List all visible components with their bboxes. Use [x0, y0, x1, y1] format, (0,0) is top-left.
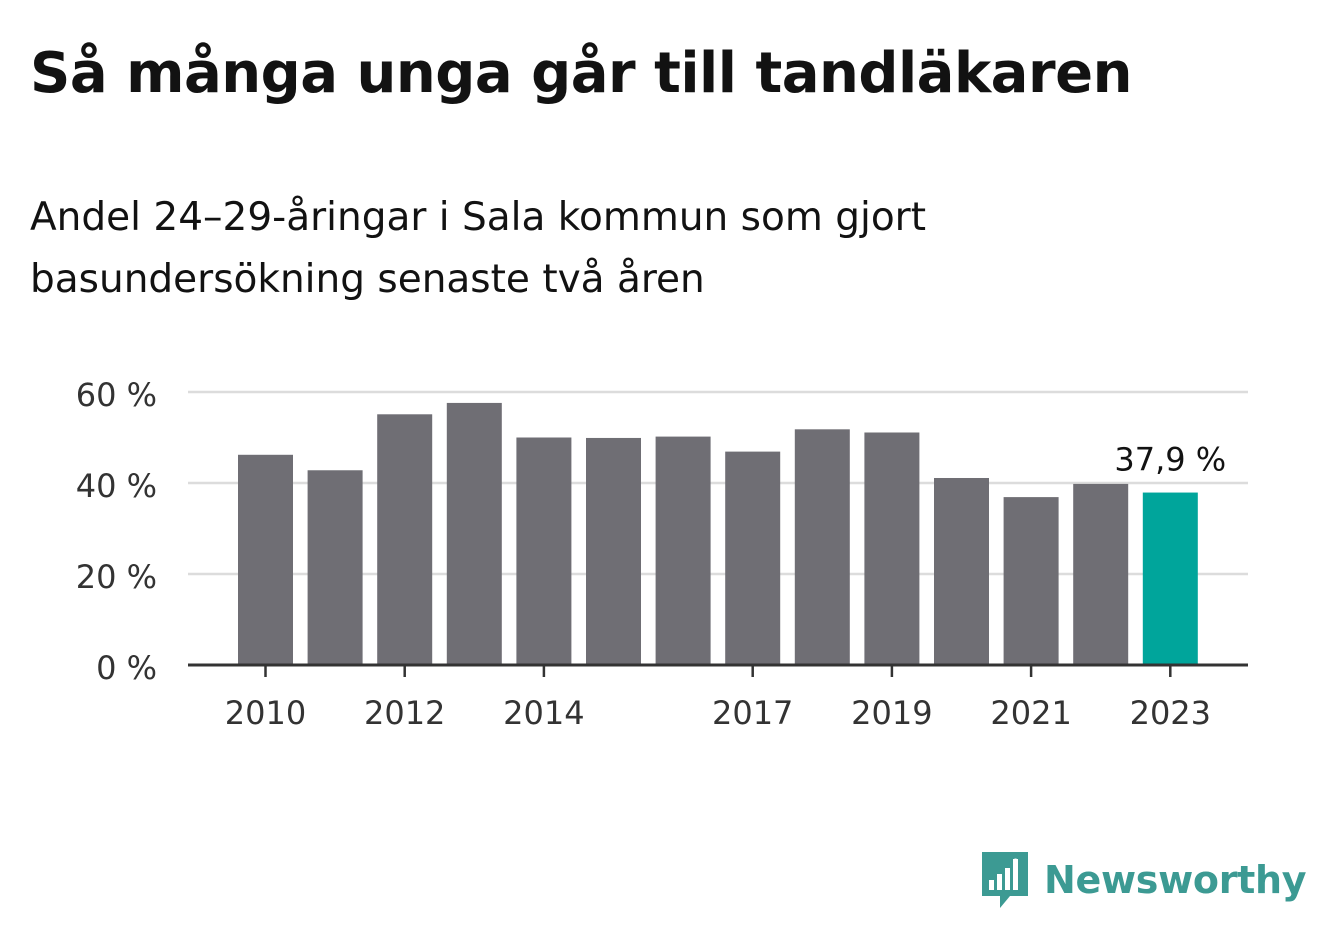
y-tick-label: 60 %	[76, 376, 157, 414]
newsworthy-logo-text: Newsworthy	[1044, 858, 1307, 902]
chart-subtitle: Andel 24–29-åringar i Sala kommun som gj…	[30, 195, 927, 302]
bar-2019	[864, 432, 920, 665]
y-tick-label: 0 %	[96, 649, 157, 687]
x-tick-label: 2010	[225, 694, 306, 732]
newsworthy-logo: Newsworthy	[980, 850, 1307, 910]
data-label-2023: 37,9 %	[1114, 441, 1226, 479]
y-tick-label: 20 %	[76, 558, 157, 596]
bar-2016	[655, 436, 711, 665]
bars	[238, 402, 1198, 665]
x-axis	[188, 663, 1248, 677]
bar-2018	[794, 429, 850, 665]
x-tick-label: 2017	[712, 694, 793, 732]
y-tick-label: 40 %	[76, 467, 157, 505]
x-tick-label: 2019	[851, 694, 932, 732]
gridlines	[188, 390, 1248, 576]
x-tick-label: 2014	[503, 694, 584, 732]
bar-2022	[1073, 483, 1129, 665]
bar-2011	[307, 470, 363, 665]
bar-2014	[516, 437, 572, 665]
chart-title: Så många unga går till tandläkaren	[30, 41, 1132, 106]
y-axis-labels: 0 % 20 % 40 % 60 %	[76, 376, 157, 687]
bar-2021	[1003, 497, 1059, 665]
x-axis-labels: 2010 2012 2014 2017 2019 2021 2023	[225, 694, 1211, 732]
bar-2020	[934, 477, 989, 665]
bar-2023	[1142, 492, 1198, 665]
bar-2012	[377, 414, 433, 665]
bar-2013	[446, 402, 502, 665]
newsworthy-logo-icon	[982, 852, 1028, 908]
bar-2015	[586, 437, 641, 665]
x-tick-label: 2012	[364, 694, 445, 732]
annotations: 37,9 %	[1114, 441, 1226, 479]
x-tick-label: 2021	[990, 694, 1071, 732]
x-tick-label: 2023	[1130, 694, 1211, 732]
bar-2017	[725, 451, 781, 665]
bar-2010	[238, 454, 293, 665]
